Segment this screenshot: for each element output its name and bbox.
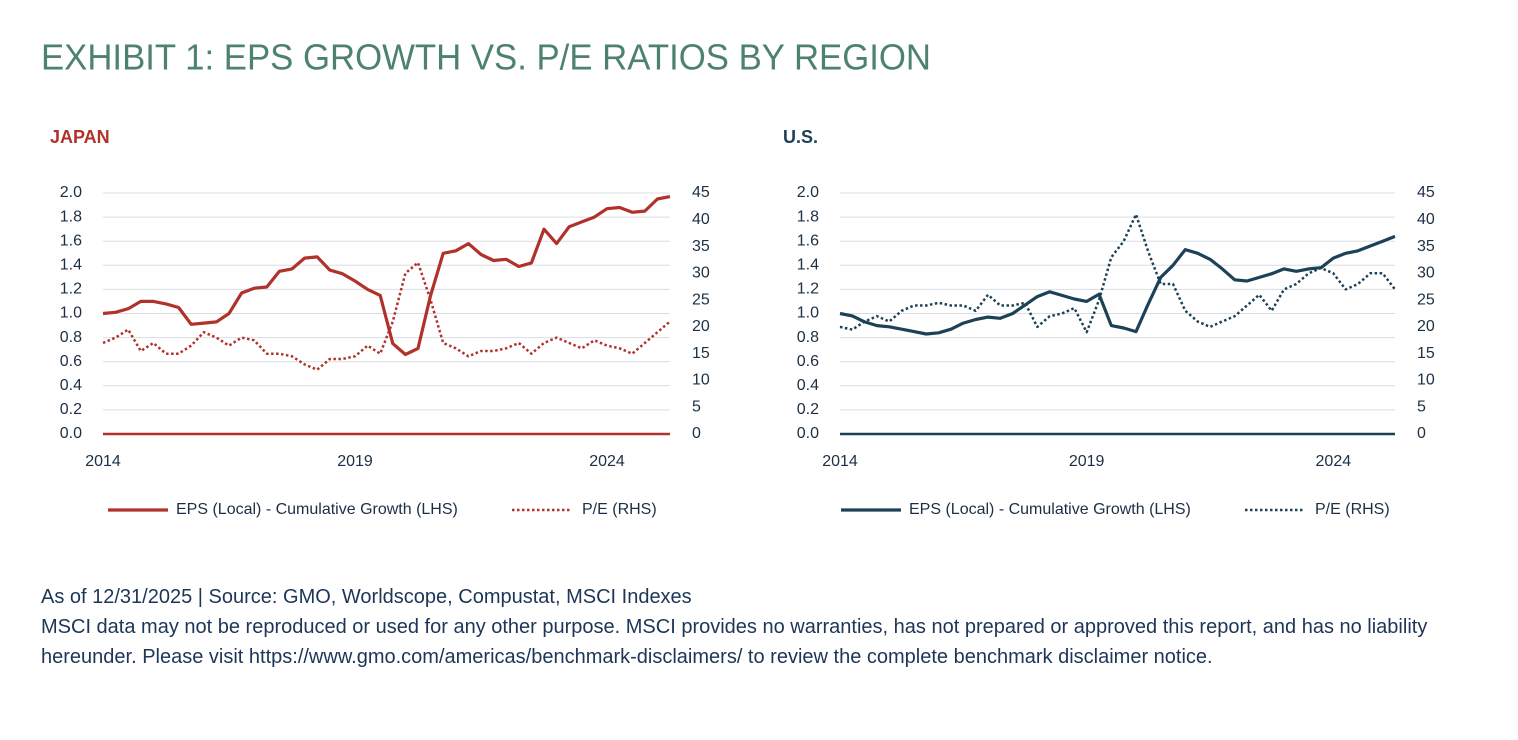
legend-label: P/E (RHS) [1315, 501, 1390, 518]
y2-tick-label: 25 [1417, 291, 1435, 308]
y-tick-label: 0.8 [60, 329, 82, 346]
y-tick-label: 2.0 [60, 184, 82, 201]
y-tick-label: 2.0 [797, 184, 819, 201]
y2-tick-label: 10 [692, 372, 710, 389]
y-tick-label: 1.8 [797, 208, 819, 225]
y-tick-label: 0.2 [797, 401, 819, 418]
y2-tick-label: 20 [1417, 318, 1435, 335]
y-tick-label: 0.4 [797, 377, 819, 394]
series-line [839, 234, 1396, 336]
y2-tick-label: 35 [1417, 238, 1435, 255]
chart-title: U.S. [783, 127, 818, 147]
y2-tick-label: 35 [692, 238, 710, 255]
source: As of 12/31/2025 | Source: GMO, Worldsco… [41, 586, 692, 608]
y-tick-label: 0.6 [60, 353, 82, 370]
y2-tick-label: 45 [1417, 184, 1435, 201]
y-tick-label: 1.8 [60, 208, 82, 225]
figure: EXHIBIT 1: EPS GROWTH VS. P/E RATIOS BY … [41, 37, 1435, 519]
y2-tick-label: 0 [1417, 425, 1426, 442]
page-title: EXHIBIT 1: EPS GROWTH VS. P/E RATIOS BY … [41, 37, 931, 78]
legend-label: EPS (Local) - Cumulative Growth (LHS) [176, 501, 458, 518]
x-tick-label: 2014 [822, 453, 858, 470]
disclaimer: MSCI data may not be reproduced or used … [41, 616, 1428, 668]
y2-tick-label: 15 [1417, 345, 1435, 362]
y-tick-label: 1.4 [60, 257, 82, 274]
x-tick-label: 2014 [85, 453, 121, 470]
y-tick-label: 0.6 [797, 353, 819, 370]
y2-tick-label: 20 [692, 318, 710, 335]
y-tick-label: 1.2 [797, 281, 819, 298]
chart-title: JAPAN [50, 127, 110, 147]
footnotes: As of 12/31/2025 | Source: GMO, Worldsco… [41, 582, 1461, 672]
y2-tick-label: 5 [1417, 398, 1426, 415]
y-tick-label: 1.0 [797, 305, 819, 322]
y-tick-label: 1.0 [60, 305, 82, 322]
x-tick-label: 2019 [337, 453, 373, 470]
x-tick-label: 2019 [1069, 453, 1105, 470]
y2-tick-label: 0 [692, 425, 701, 442]
y2-tick-label: 15 [692, 345, 710, 362]
x-tick-label: 2024 [589, 453, 625, 470]
y-tick-label: 1.6 [60, 232, 82, 249]
y2-tick-label: 10 [1417, 372, 1435, 389]
y2-tick-label: 40 [692, 211, 710, 228]
y-tick-label: 0.2 [60, 401, 82, 418]
y2-tick-label: 25 [692, 291, 710, 308]
y2-tick-label: 30 [1417, 265, 1435, 282]
series-line [102, 261, 671, 371]
series-line [102, 195, 671, 357]
y-tick-label: 0.4 [60, 377, 82, 394]
y2-tick-label: 45 [692, 184, 710, 201]
y-tick-label: 0.8 [797, 329, 819, 346]
x-tick-label: 2024 [1316, 453, 1352, 470]
legend-label: P/E (RHS) [582, 501, 657, 518]
y2-tick-label: 40 [1417, 211, 1435, 228]
legend-label: EPS (Local) - Cumulative Growth (LHS) [909, 501, 1191, 518]
series-line [839, 213, 1396, 334]
y-tick-label: 0.0 [797, 425, 819, 442]
y-tick-label: 1.4 [797, 257, 819, 274]
y-tick-label: 0.0 [60, 425, 82, 442]
y-tick-label: 1.2 [60, 281, 82, 298]
y-tick-label: 1.6 [797, 232, 819, 249]
y2-tick-label: 30 [692, 265, 710, 282]
y2-tick-label: 5 [692, 398, 701, 415]
